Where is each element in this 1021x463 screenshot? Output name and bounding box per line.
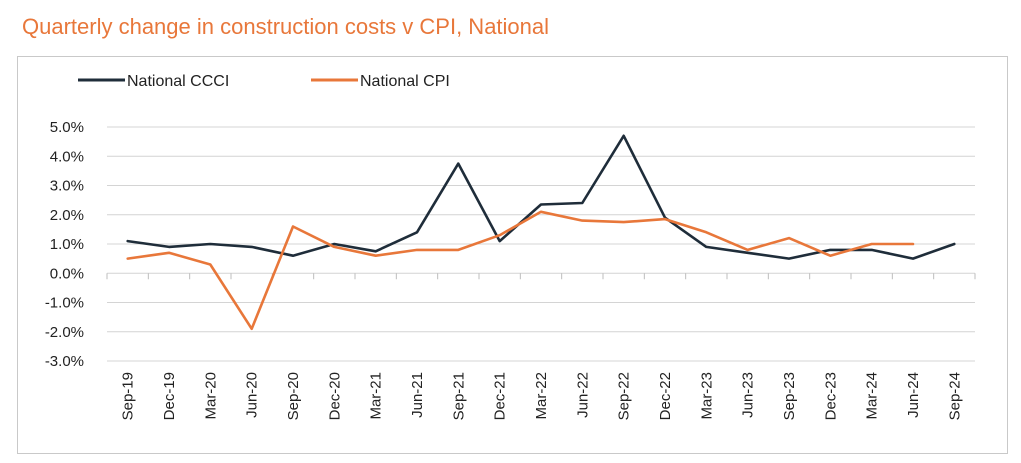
x-axis-ticks: Sep-19 Dec-19 Mar-20 Jun-20 Sep-20 Dec-20 Mar-… [106,273,976,420]
x-tick-label: Mar-24 [864,372,881,420]
x-tick-label: Sep-21 [450,372,467,420]
x-tick-label: Jun-24 [905,372,922,418]
x-tick-label: Sep-19 [120,372,137,420]
gridlines [107,126,975,362]
x-tick-label: Mar-20 [202,372,219,420]
x-tick-label: Mar-22 [533,372,550,420]
y-tick-label: 2.0% [50,207,84,224]
y-tick-label: 5.0% [50,119,84,136]
x-tick-label: Mar-21 [368,372,385,420]
chart-frame [17,56,1008,454]
x-tick-label: Sep-22 [616,372,633,420]
x-tick-label: Jun-22 [574,372,591,418]
legend: National CCCI National CPI [78,73,450,90]
x-tick-label: Jun-21 [409,372,426,418]
x-tick-label: Dec-23 [822,372,839,420]
x-tick-label: Sep-20 [285,372,302,420]
y-tick-label: -3.0% [45,353,84,370]
chart-title: Quarterly change in construction costs v… [22,14,550,39]
x-tick-label: Jun-20 [244,372,261,418]
x-tick-label: Dec-20 [326,372,343,420]
series-line-national-cpi [126,210,915,331]
x-tick-label: Sep-24 [946,372,963,420]
x-tick-label: Mar-23 [698,372,715,420]
y-tick-label: 4.0% [50,148,84,165]
y-tick-label: 3.0% [50,178,84,195]
x-tick-label: Dec-22 [657,372,674,420]
y-tick-label: 0.0% [50,265,84,282]
y-tick-label: -1.0% [45,295,84,312]
series-lines [126,134,956,331]
y-tick-label: 1.0% [50,236,84,253]
x-tick-label: Dec-19 [161,372,178,420]
y-axis-ticks: 5.0% 4.0% 3.0% 2.0% 1.0% 0.0% -1.0% -2.0% -3.0% [45,119,84,370]
y-tick-label: -2.0% [45,324,84,341]
x-tick-label: Sep-23 [781,372,798,420]
legend-label-national-ccci: National CCCI [127,73,229,90]
x-tick-label: Jun-23 [740,372,757,418]
x-tick-label: Dec-21 [492,372,509,420]
series-line-national-ccci [126,134,956,260]
legend-label-national-cpi: National CPI [360,73,450,90]
